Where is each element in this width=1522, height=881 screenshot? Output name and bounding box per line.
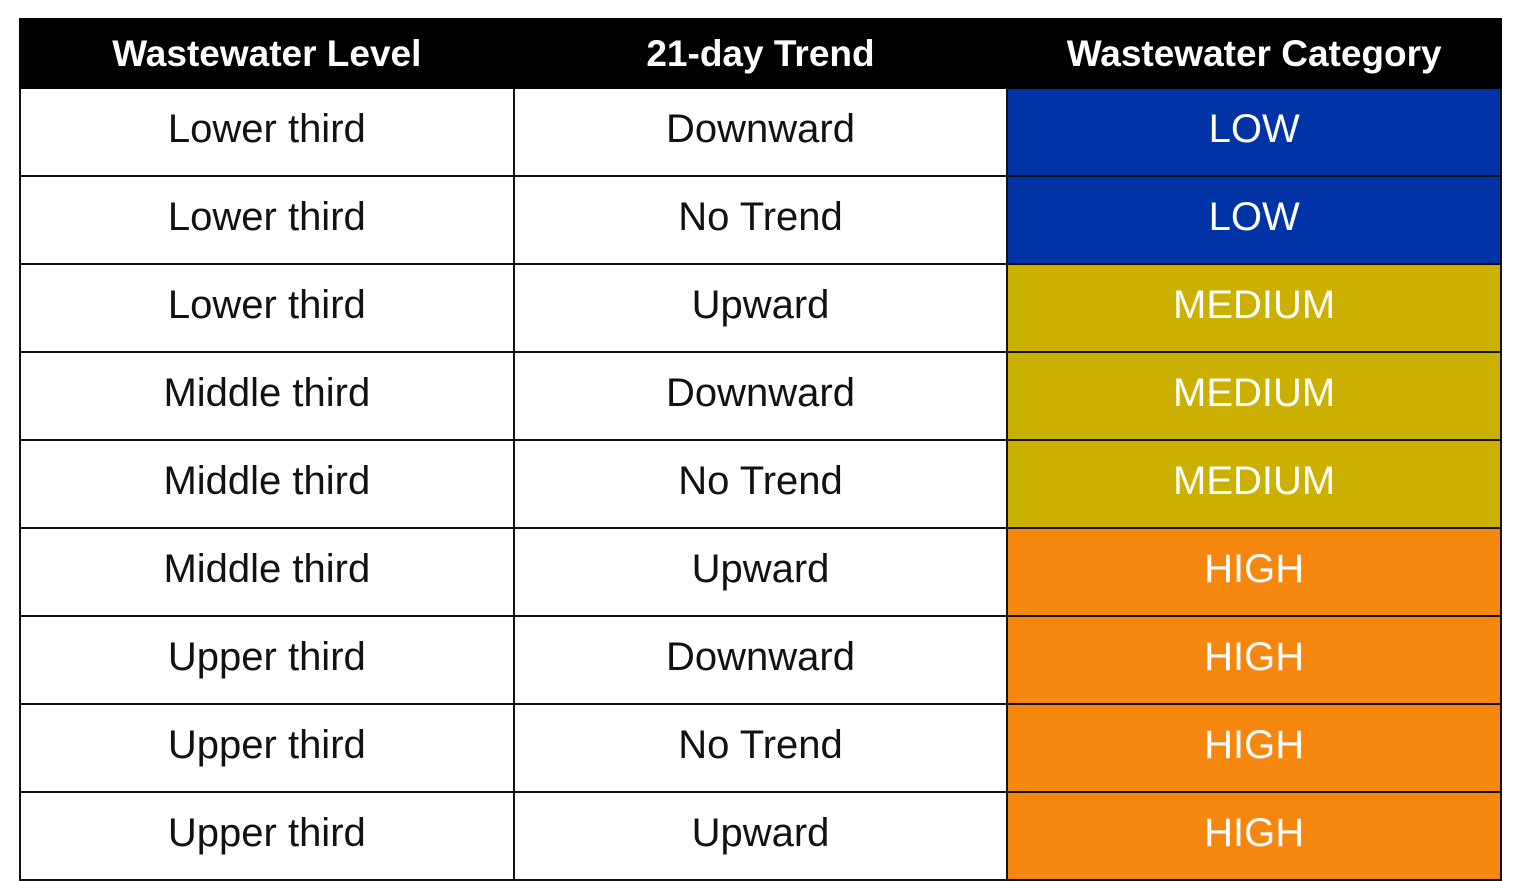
- table-cell: Downward: [512, 87, 1009, 177]
- table-cell: Upper third: [19, 615, 515, 705]
- category-cell: MEDIUM: [1006, 439, 1502, 529]
- table-cell: Upper third: [19, 791, 515, 881]
- category-table: Wastewater Level 21-day Trend Wastewater C…: [19, 18, 1502, 881]
- table-cell: Lower third: [19, 87, 515, 177]
- category-cell: HIGH: [1006, 703, 1502, 793]
- category-cell: HIGH: [1006, 615, 1502, 705]
- table-row: Lower third Downward LOW: [19, 87, 1502, 177]
- table-cell: Lower third: [19, 175, 515, 265]
- table-row: Lower third Upward MEDIUM: [19, 263, 1502, 353]
- header-cell: Wastewater Category: [1006, 18, 1502, 89]
- table-cell: Upward: [512, 263, 1009, 353]
- header-row: Wastewater Level 21-day Trend Wastewater C…: [19, 18, 1502, 89]
- table-row: Middle third Downward MEDIUM: [19, 351, 1502, 441]
- table-cell: Downward: [512, 351, 1009, 441]
- table-cell: Middle third: [19, 527, 515, 617]
- category-cell: LOW: [1006, 175, 1502, 265]
- page: Wastewater Level 21-day Trend Wastewater C…: [19, 18, 1502, 881]
- table-cell: Upward: [512, 791, 1009, 881]
- header-cell: 21-day Trend: [512, 18, 1009, 89]
- table-cell: No Trend: [512, 439, 1009, 529]
- header-cell: Wastewater Level: [19, 18, 515, 89]
- table-cell: Upward: [512, 527, 1009, 617]
- table-header: Wastewater Level 21-day Trend Wastewater C…: [19, 18, 1502, 89]
- table-row: Middle third Upward HIGH: [19, 527, 1502, 617]
- table-cell: No Trend: [512, 175, 1009, 265]
- table-cell: No Trend: [512, 703, 1009, 793]
- table-cell: Lower third: [19, 263, 515, 353]
- category-cell: MEDIUM: [1006, 351, 1502, 441]
- category-cell: HIGH: [1006, 791, 1502, 881]
- table-body: Lower third Downward LOW Lower third No Tren…: [19, 87, 1502, 881]
- table-row: Upper third Upward HIGH: [19, 791, 1502, 881]
- category-cell: LOW: [1006, 87, 1502, 177]
- table-row: Upper third No Trend HIGH: [19, 703, 1502, 793]
- table-cell: Upper third: [19, 703, 515, 793]
- table-cell: Downward: [512, 615, 1009, 705]
- table-row: Lower third No Trend LOW: [19, 175, 1502, 265]
- category-cell: MEDIUM: [1006, 263, 1502, 353]
- table-cell: Middle third: [19, 439, 515, 529]
- table-cell: Middle third: [19, 351, 515, 441]
- category-cell: HIGH: [1006, 527, 1502, 617]
- table-row: Upper third Downward HIGH: [19, 615, 1502, 705]
- table-row: Middle third No Trend MEDIUM: [19, 439, 1502, 529]
